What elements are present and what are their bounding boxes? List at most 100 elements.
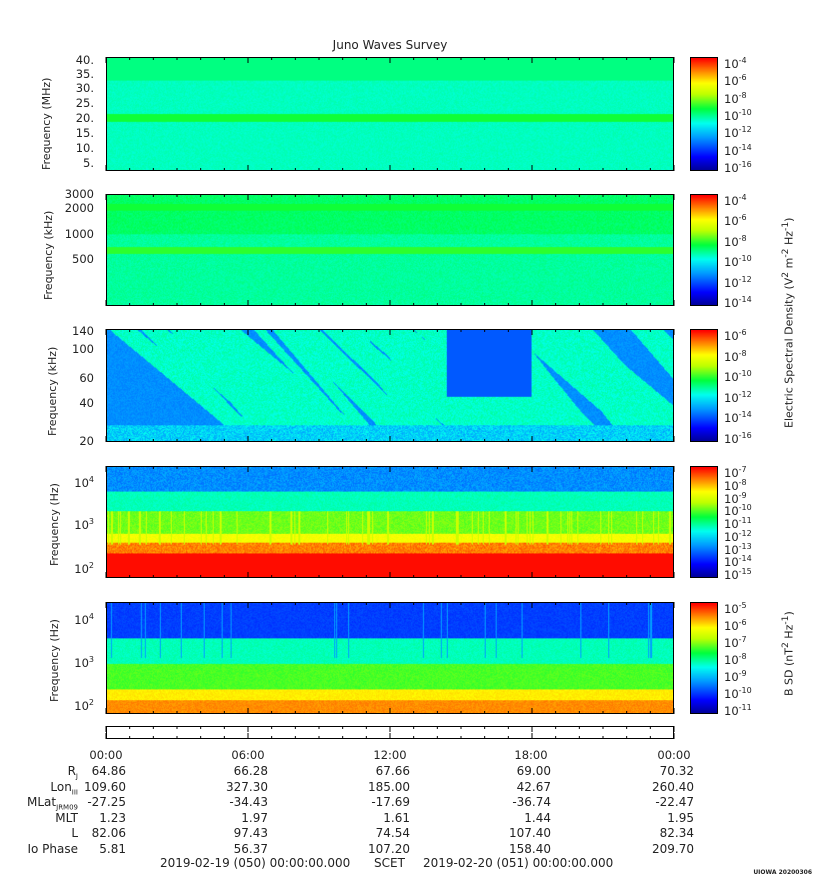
ytick-label: 20. xyxy=(75,111,94,125)
ephemeris-value: 1.97 xyxy=(241,810,268,825)
ephemeris-value: 5.81 xyxy=(99,841,126,856)
time-axis-box xyxy=(106,726,674,739)
ytick-label: 5. xyxy=(83,156,94,170)
spectrogram-panel-hfr-mhz xyxy=(106,57,674,171)
ephemeris-value: 107.20 xyxy=(368,841,410,856)
colorbar-tick-label: 10-10 xyxy=(724,503,752,519)
ytick-label: 10. xyxy=(75,141,94,155)
footer-end-time: 2019-02-20 (051) 00:00:00.000 xyxy=(423,856,614,870)
colorbar-tick-label: 10-10 xyxy=(724,108,752,123)
colorbar-tick-label: 10-10 xyxy=(724,369,752,385)
colorbar-tick-label: 10-7 xyxy=(724,635,747,650)
colorbar-tick-label: 10-8 xyxy=(724,348,747,364)
ytick-label: 500 xyxy=(72,252,94,266)
ytick-label: 100 xyxy=(72,342,94,356)
ytick-label: 20 xyxy=(79,434,94,448)
colorbar-panel-5 xyxy=(690,602,718,714)
colorbar-tick-label: 10-14 xyxy=(724,295,752,310)
ytick-label: 60 xyxy=(79,371,94,385)
ephemeris-value: -17.69 xyxy=(371,795,410,809)
ephemeris-value: 1.61 xyxy=(383,810,410,825)
ephemeris-value: 82.06 xyxy=(91,826,126,840)
colorbar-tick-label: 10-8 xyxy=(724,233,747,249)
ephemeris-value: -34.43 xyxy=(229,795,268,809)
colorbar-tick-label: 10-7 xyxy=(724,465,747,480)
ytick-label: 40. xyxy=(75,53,94,67)
colorbar-tick-label: 10-12 xyxy=(724,125,752,141)
colorbar-tick-label: 10-6 xyxy=(724,213,747,229)
figure-title: Juno Waves Survey xyxy=(332,38,448,52)
colorbar-panel-4 xyxy=(690,466,718,578)
ephemeris-label: L xyxy=(71,826,78,840)
colorbar-tick-label: 10-8 xyxy=(724,477,747,493)
spectrogram-panel-hfr-khz xyxy=(106,194,674,306)
spectrogram-panel-lfr-hz xyxy=(106,466,674,578)
ephemeris-value: 260.40 xyxy=(652,779,694,794)
ytick-label: 1000 xyxy=(64,227,94,241)
colorbar-tick-label: 10-6 xyxy=(724,328,747,343)
ephemeris-value: 109.60 xyxy=(84,779,126,794)
ytick-label: 35. xyxy=(75,67,94,81)
ephemeris-value: 70.32 xyxy=(659,764,694,778)
ephemeris-value: -22.47 xyxy=(655,795,694,809)
colorbar-tick-label: 10-8 xyxy=(724,652,747,667)
ytick-label: 3000 xyxy=(64,187,94,201)
colorbar-tick-label: 10-10 xyxy=(724,254,752,270)
colorbar-tick-label: 10-16 xyxy=(724,160,752,175)
ephemeris-row: Io Phase 5.81 56.37 107.20 158.40 209.70 xyxy=(0,842,700,857)
ephemeris-value: 1.44 xyxy=(524,810,551,825)
ephemeris-label: MLT xyxy=(55,810,78,825)
colorbar-tick-label: 10-14 xyxy=(724,410,752,426)
colorbar-tick-label: 10-4 xyxy=(724,193,747,208)
colorbar-tick-label: 10-10 xyxy=(724,686,752,701)
ytick-label: 104 xyxy=(74,612,94,627)
ephemeris-row: MLT 1.23 1.97 1.61 1.44 1.95 xyxy=(0,811,700,826)
ephemeris-value: 97.43 xyxy=(233,826,268,840)
ytick-label: 102 xyxy=(74,561,94,576)
colorbar-tick-label: 10-6 xyxy=(724,73,747,89)
time-tick-label: 00:00 xyxy=(89,748,123,762)
ephemeris-value: 185.00 xyxy=(368,779,410,794)
ytick-label: 102 xyxy=(74,698,94,713)
ytick-label: 140 xyxy=(72,324,94,338)
ephemeris-label: MLatJRM09 xyxy=(27,795,78,812)
footer-start-time: 2019-02-19 (050) 00:00:00.000 xyxy=(160,856,351,870)
ephemeris-value: 67.66 xyxy=(375,764,410,778)
colorbar-tick-label: 10-6 xyxy=(724,618,747,633)
colorbar-tick-label: 10-12 xyxy=(724,528,752,544)
ytick-label: 30. xyxy=(75,81,94,95)
ephemeris-label: RJ xyxy=(67,764,78,781)
b-sd-label: B SD (nT2 Hz-1) xyxy=(780,611,796,696)
ephemeris-value: 209.70 xyxy=(652,841,694,856)
time-tick-label: 12:00 xyxy=(373,748,407,762)
colorbar-tick-label: 10-9 xyxy=(724,669,747,684)
electric-spectral-density-label: Electric Spectral Density (V2 m-2 Hz-1) xyxy=(780,217,796,428)
ephemeris-value: 1.23 xyxy=(99,810,126,825)
ephemeris-row: L 82.06 97.43 74.54 107.40 82.34 xyxy=(0,826,700,841)
colorbar-panel-2 xyxy=(690,194,718,306)
colorbar-panel-1 xyxy=(690,57,718,171)
ephemeris-value: 107.40 xyxy=(509,826,551,840)
ephemeris-label: Io Phase xyxy=(27,841,78,856)
colorbar-tick-label: 10-11 xyxy=(724,703,752,718)
ytick-label: 103 xyxy=(74,517,94,532)
colorbar-panel-3 xyxy=(690,329,718,442)
colorbar-tick-label: 10-16 xyxy=(724,431,752,446)
colorbar-tick-label: 10-4 xyxy=(724,56,747,71)
colorbar-tick-label: 10-5 xyxy=(724,601,747,616)
ytick-label: 103 xyxy=(74,655,94,670)
colorbar-tick-label: 10-11 xyxy=(724,516,752,531)
colorbar-tick-label: 10-13 xyxy=(724,541,752,557)
uiowa-stamp: UIOWA 20200306 xyxy=(753,869,812,876)
ytick-label: 15. xyxy=(75,126,94,140)
ephemeris-value: 66.28 xyxy=(233,764,268,778)
colorbar-tick-label: 10-14 xyxy=(724,142,752,158)
colorbar-tick-label: 10-14 xyxy=(724,554,752,570)
ylabel-panel-3: Frequency (kHz) xyxy=(46,346,59,436)
ytick-label: 104 xyxy=(74,475,94,490)
colorbar-tick-label: 10-12 xyxy=(724,389,752,405)
time-tick-label: 18:00 xyxy=(514,748,548,762)
ephemeris-value: -36.74 xyxy=(512,795,551,809)
ephemeris-value: 82.34 xyxy=(659,826,694,840)
